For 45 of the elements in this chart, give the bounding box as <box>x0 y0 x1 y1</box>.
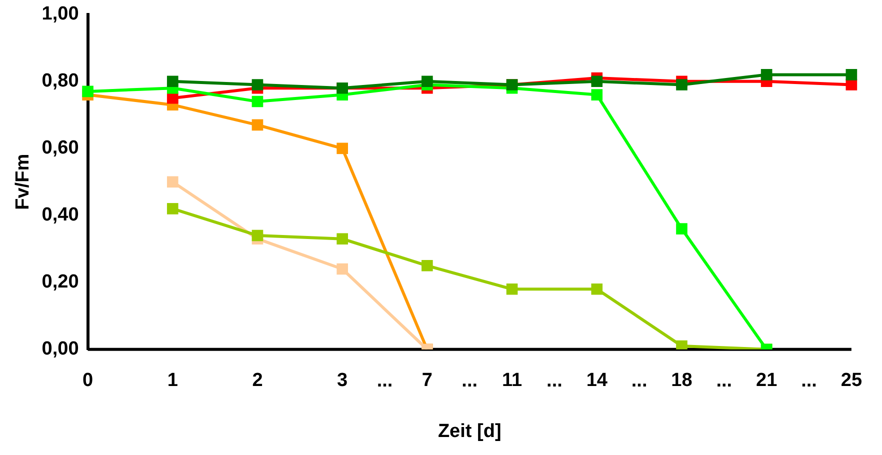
point <box>82 86 94 98</box>
point <box>760 69 772 80</box>
y-tick-label: 0,60 <box>42 138 79 159</box>
y-tick-label: 1,00 <box>42 4 79 25</box>
point <box>252 230 264 242</box>
point <box>676 223 688 234</box>
point <box>336 263 348 275</box>
point <box>422 260 433 272</box>
text: ... <box>716 370 732 392</box>
x-tick-label: 0 <box>82 370 94 392</box>
x-tick-label: 18 <box>671 370 692 392</box>
x-tick-label: 1 <box>167 370 178 392</box>
point <box>336 233 348 245</box>
x-tick-label: 25 <box>840 370 862 392</box>
text: ... <box>546 370 562 392</box>
text: ... <box>462 370 478 392</box>
x-tick-label: 14 <box>586 370 608 392</box>
point <box>591 76 603 88</box>
point <box>166 176 178 188</box>
y-axis-title: Fv/Fm <box>12 154 34 210</box>
point <box>252 119 264 131</box>
x-tick-label: 2 <box>252 370 263 392</box>
x-axis-title: Zeit [d] <box>438 420 502 442</box>
y-tick-label: 0,20 <box>42 272 79 293</box>
x-tick-label: 11 <box>502 370 523 392</box>
point <box>422 76 433 88</box>
point <box>591 283 603 295</box>
text: ... <box>801 370 817 392</box>
point <box>676 79 688 90</box>
y-tick-label: 0,80 <box>42 70 79 92</box>
point <box>506 283 518 295</box>
point <box>166 203 178 214</box>
text: ... <box>631 370 648 392</box>
text: ... <box>376 370 393 392</box>
point <box>846 69 858 80</box>
point <box>252 79 264 90</box>
y-tick-label: 0,40 <box>42 204 79 226</box>
point <box>591 89 603 100</box>
y-tick-label: 0,00 <box>42 338 79 360</box>
x-tick-label: 21 <box>756 370 778 392</box>
point <box>336 142 348 154</box>
point <box>252 96 264 108</box>
point <box>166 76 178 88</box>
x-tick-label: 3 <box>337 370 348 392</box>
x-tick-label: 7 <box>422 370 432 392</box>
